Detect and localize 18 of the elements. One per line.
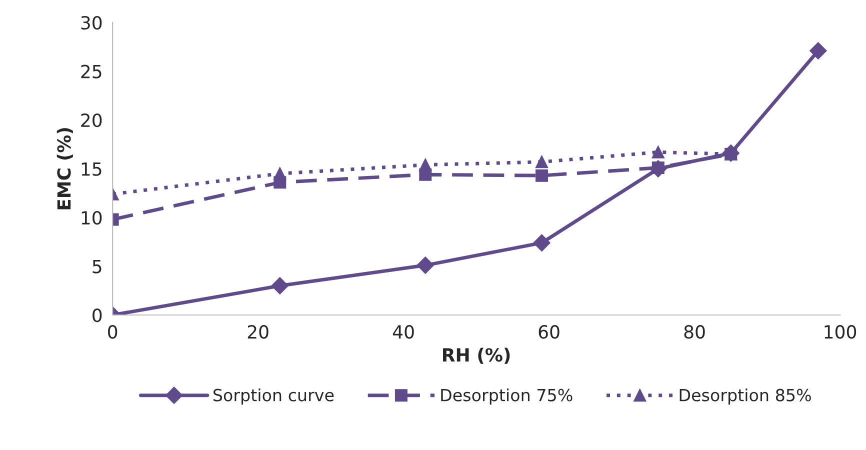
y-tick-label: 30 (81, 16, 102, 30)
legend-label: Desorption 85% (680, 388, 811, 405)
y-tick-label: 15 (82, 162, 102, 176)
x-tick-label: 80 (684, 325, 705, 339)
x-axis-title: RH (%) (443, 348, 510, 364)
y-tick-label: 5 (92, 260, 102, 274)
y-tick-label: 25 (81, 64, 102, 78)
y-tick-label: 0 (92, 308, 102, 322)
y-axis-title: EMC (%) (56, 128, 73, 210)
y-tick-label: 10 (82, 210, 102, 225)
legend-label: Desorption 75% (441, 388, 572, 405)
x-tick-label: 0 (108, 325, 118, 339)
y-tick-label: 20 (81, 113, 102, 128)
x-tick-label: 40 (392, 325, 414, 339)
x-tick-label: 100 (824, 325, 856, 339)
x-tick-label: 60 (538, 325, 560, 339)
legend-label: Sorption curve (214, 388, 334, 405)
x-tick-label: 20 (248, 325, 268, 339)
